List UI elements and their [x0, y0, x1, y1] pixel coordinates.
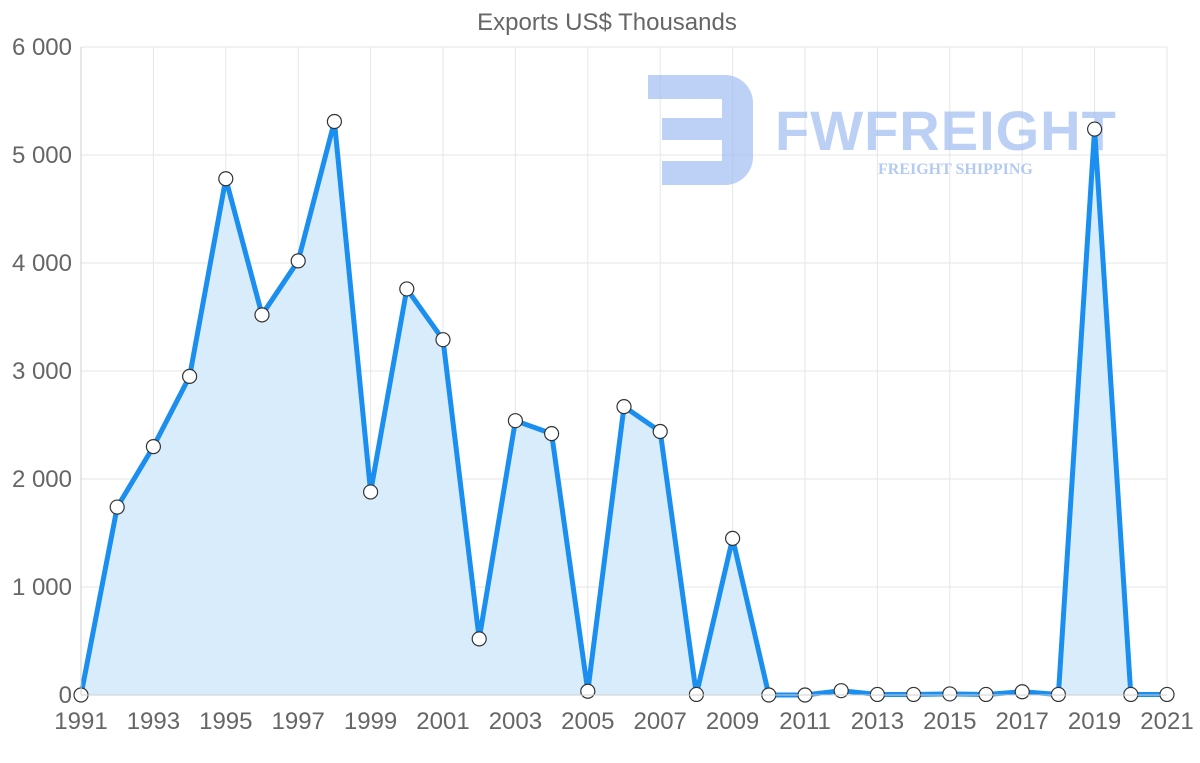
data-point-2005[interactable]	[580, 683, 596, 699]
y-tick-label: 5 000	[12, 142, 72, 169]
watermark-tagline: FREIGHT SHIPPING	[878, 161, 1033, 178]
data-point-2017[interactable]	[1014, 684, 1030, 700]
data-point-1992[interactable]	[109, 499, 125, 515]
y-tick-label: 1 000	[12, 574, 72, 601]
y-tick-label: 4 000	[12, 250, 72, 277]
x-tick-label: 2003	[489, 708, 542, 735]
x-tick-label: 1995	[199, 708, 252, 735]
data-point-2019[interactable]	[1086, 121, 1103, 137]
data-point-2015[interactable]	[942, 686, 958, 702]
x-tick-label: 2017	[996, 708, 1049, 735]
data-points	[73, 113, 1175, 703]
x-tick-label: 1999	[344, 708, 397, 735]
watermark-logo: FWFREIGHT FREIGHT SHIPPING	[648, 75, 1117, 185]
x-tick-label: 2019	[1068, 708, 1121, 735]
data-point-2016[interactable]	[978, 686, 994, 703]
data-point-2013[interactable]	[869, 686, 886, 703]
data-point-1998[interactable]	[326, 113, 342, 130]
x-tick-label: 1993	[127, 708, 180, 735]
x-tick-label: 2007	[634, 708, 687, 735]
x-tick-label: 2015	[923, 708, 976, 735]
data-point-1995[interactable]	[218, 171, 234, 187]
data-point-2000[interactable]	[399, 281, 415, 297]
chart-title: Exports US$ Thousands	[477, 9, 737, 36]
data-point-2018[interactable]	[1050, 686, 1067, 703]
data-point-2021[interactable]	[1159, 686, 1175, 703]
y-tick-label: 2 000	[12, 466, 72, 493]
x-tick-label: 2021	[1140, 708, 1193, 735]
x-tick-label: 2013	[851, 708, 904, 735]
data-point-2020[interactable]	[1123, 686, 1139, 703]
data-point-2014[interactable]	[905, 686, 922, 703]
x-tick-label: 2001	[416, 708, 469, 735]
data-point-2006[interactable]	[616, 399, 632, 415]
watermark-brand: FWFREIGHT	[775, 99, 1117, 162]
x-tick-label: 2011	[779, 708, 831, 735]
data-point-2012[interactable]	[833, 683, 849, 699]
data-point-2009[interactable]	[724, 530, 741, 547]
data-point-1993[interactable]	[145, 439, 161, 455]
data-point-1994[interactable]	[182, 368, 198, 384]
x-tick-label: 1997	[272, 708, 325, 735]
data-point-2008[interactable]	[688, 686, 705, 703]
data-point-2004[interactable]	[543, 426, 560, 442]
logo-mark-icon	[648, 75, 753, 185]
y-tick-label: 0	[59, 682, 72, 709]
data-point-2001[interactable]	[435, 332, 451, 348]
data-point-2002[interactable]	[471, 631, 487, 647]
data-point-1996[interactable]	[254, 307, 270, 323]
y-tick-labels: 0 1 000 2 000 3 000 4 000 5 000 6 000	[12, 34, 72, 709]
data-point-2007[interactable]	[652, 423, 668, 440]
x-tick-label: 2009	[706, 708, 759, 735]
x-tick-label: 2005	[561, 708, 614, 735]
x-tick-labels: 1991 1993 1995 1997 1999 2001 2003 2005 2007 2009…	[54, 708, 1193, 735]
y-tick-label: 3 000	[12, 358, 72, 385]
data-point-2003[interactable]	[507, 413, 524, 429]
data-point-1999[interactable]	[363, 484, 379, 500]
x-tick-label: 1991	[54, 708, 107, 735]
data-point-1997[interactable]	[290, 253, 306, 269]
y-tick-label: 6 000	[12, 34, 72, 61]
